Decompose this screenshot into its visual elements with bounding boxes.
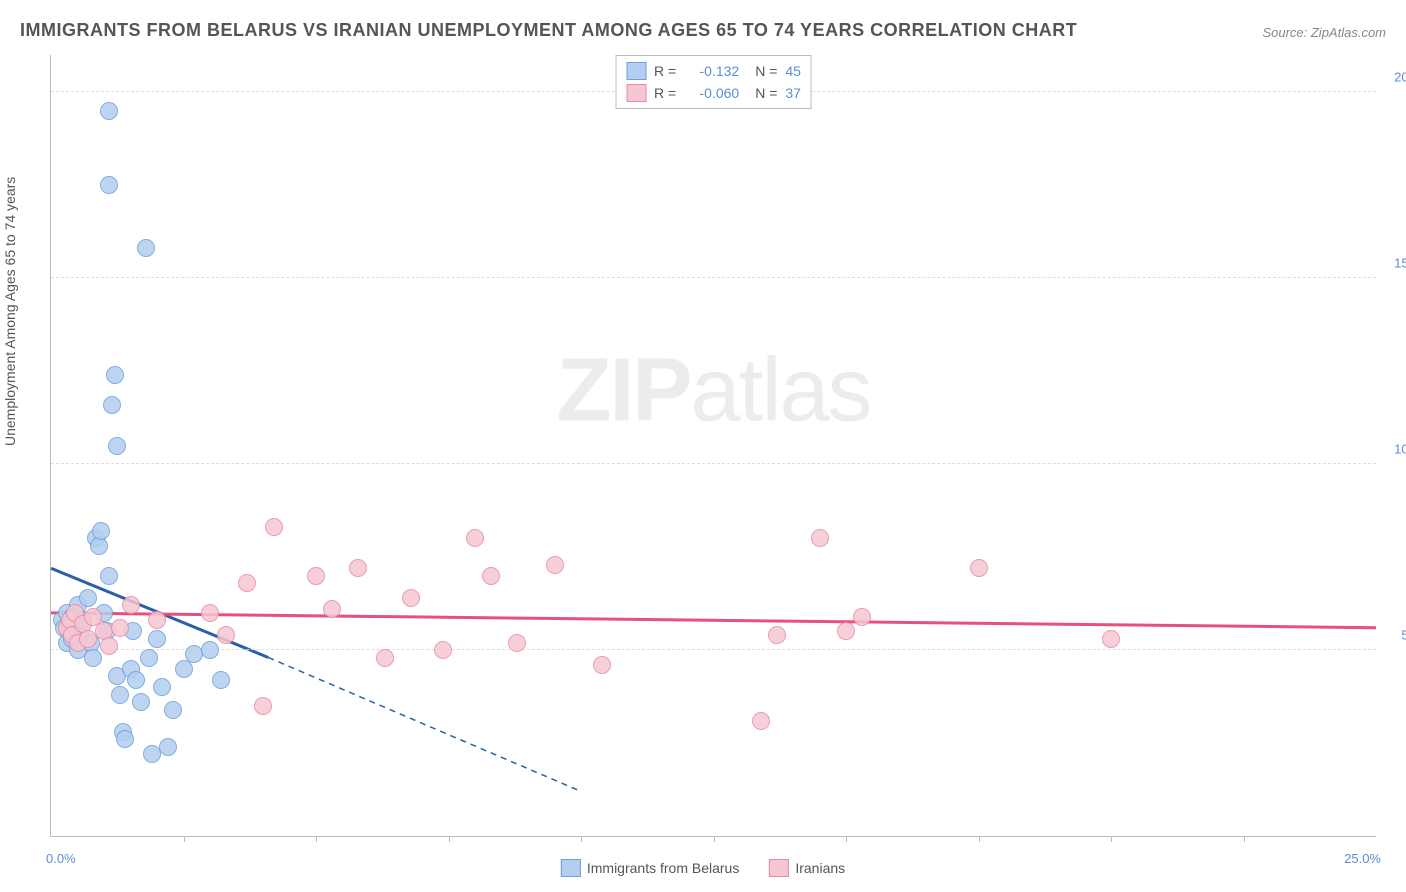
- legend-bottom-item: Immigrants from Belarus: [561, 859, 739, 877]
- data-point: [92, 522, 110, 540]
- legend-n-prefix: N =: [755, 63, 777, 79]
- data-point: [153, 678, 171, 696]
- data-point: [132, 693, 150, 711]
- x-tick: [714, 836, 715, 842]
- data-point: [508, 634, 526, 652]
- data-point: [466, 529, 484, 547]
- data-point: [212, 671, 230, 689]
- x-tick: [1244, 836, 1245, 842]
- data-point: [79, 589, 97, 607]
- data-point: [1102, 630, 1120, 648]
- x-tick: [184, 836, 185, 842]
- legend-bottom-item: Iranians: [769, 859, 845, 877]
- data-point: [148, 611, 166, 629]
- x-tick: [1111, 836, 1112, 842]
- data-point: [434, 641, 452, 659]
- y-axis-label: Unemployment Among Ages 65 to 74 years: [2, 177, 18, 446]
- data-point: [164, 701, 182, 719]
- data-point: [116, 730, 134, 748]
- legend-swatch: [626, 62, 646, 80]
- correlation-legend: R = -0.132 N = 45 R = -0.060 N = 37: [615, 55, 812, 109]
- gridline-h: [51, 463, 1376, 464]
- chart-container: IMMIGRANTS FROM BELARUS VS IRANIAN UNEMP…: [0, 0, 1406, 892]
- data-point: [853, 608, 871, 626]
- data-point: [217, 626, 235, 644]
- data-point: [201, 641, 219, 659]
- data-point: [593, 656, 611, 674]
- x-axis-origin-label: 0.0%: [46, 851, 76, 866]
- data-point: [140, 649, 158, 667]
- legend-swatch: [561, 859, 581, 877]
- data-point: [811, 529, 829, 547]
- data-point: [307, 567, 325, 585]
- data-point: [127, 671, 145, 689]
- data-point: [349, 559, 367, 577]
- legend-swatch: [769, 859, 789, 877]
- legend-series-label: Immigrants from Belarus: [587, 860, 739, 876]
- y-tick-label: 20.0%: [1381, 70, 1406, 85]
- legend-n-value: 37: [785, 85, 801, 101]
- data-point: [137, 239, 155, 257]
- data-point: [752, 712, 770, 730]
- data-point: [768, 626, 786, 644]
- y-tick-label: 10.0%: [1381, 442, 1406, 457]
- y-tick-label: 5.0%: [1381, 628, 1406, 643]
- x-tick: [979, 836, 980, 842]
- gridline-h: [51, 277, 1376, 278]
- legend-top-row: R = -0.132 N = 45: [626, 60, 801, 82]
- x-tick: [449, 836, 450, 842]
- x-tick: [846, 836, 847, 842]
- source-attribution: Source: ZipAtlas.com: [1262, 25, 1386, 40]
- data-point: [103, 396, 121, 414]
- legend-series-label: Iranians: [795, 860, 845, 876]
- legend-r-prefix: R =: [654, 85, 676, 101]
- x-tick: [316, 836, 317, 842]
- legend-n-prefix: N =: [755, 85, 777, 101]
- data-point: [100, 567, 118, 585]
- data-point: [84, 649, 102, 667]
- legend-r-value: -0.132: [684, 63, 739, 79]
- data-point: [100, 102, 118, 120]
- data-point: [323, 600, 341, 618]
- data-point: [159, 738, 177, 756]
- gridline-h: [51, 649, 1376, 650]
- x-tick: [581, 836, 582, 842]
- data-point: [148, 630, 166, 648]
- legend-n-value: 45: [785, 63, 801, 79]
- legend-r-prefix: R =: [654, 63, 676, 79]
- data-point: [482, 567, 500, 585]
- legend-swatch: [626, 84, 646, 102]
- data-point: [111, 686, 129, 704]
- data-point: [238, 574, 256, 592]
- y-tick-label: 15.0%: [1381, 256, 1406, 271]
- data-point: [175, 660, 193, 678]
- plot-area: ZIPatlas R =-0.132N =45R =-0.060N =37 0.…: [50, 55, 1376, 837]
- chart-title: IMMIGRANTS FROM BELARUS VS IRANIAN UNEMP…: [20, 20, 1077, 41]
- data-point: [100, 176, 118, 194]
- data-point: [254, 697, 272, 715]
- trend-line-solid: [51, 613, 1376, 628]
- trend-lines-layer: [51, 55, 1376, 836]
- data-point: [100, 637, 118, 655]
- watermark: ZIPatlas: [556, 339, 870, 442]
- data-point: [111, 619, 129, 637]
- data-point: [106, 366, 124, 384]
- data-point: [201, 604, 219, 622]
- x-axis-end-label: 25.0%: [1344, 851, 1381, 866]
- legend-top-row: R = -0.060 N = 37: [626, 82, 801, 104]
- legend-r-value: -0.060: [684, 85, 739, 101]
- data-point: [122, 596, 140, 614]
- data-point: [265, 518, 283, 536]
- data-point: [546, 556, 564, 574]
- data-point: [837, 622, 855, 640]
- trend-line-dash: [268, 657, 581, 791]
- series-legend: Immigrants from Belarus Iranians: [561, 859, 845, 877]
- data-point: [970, 559, 988, 577]
- data-point: [402, 589, 420, 607]
- data-point: [376, 649, 394, 667]
- data-point: [108, 437, 126, 455]
